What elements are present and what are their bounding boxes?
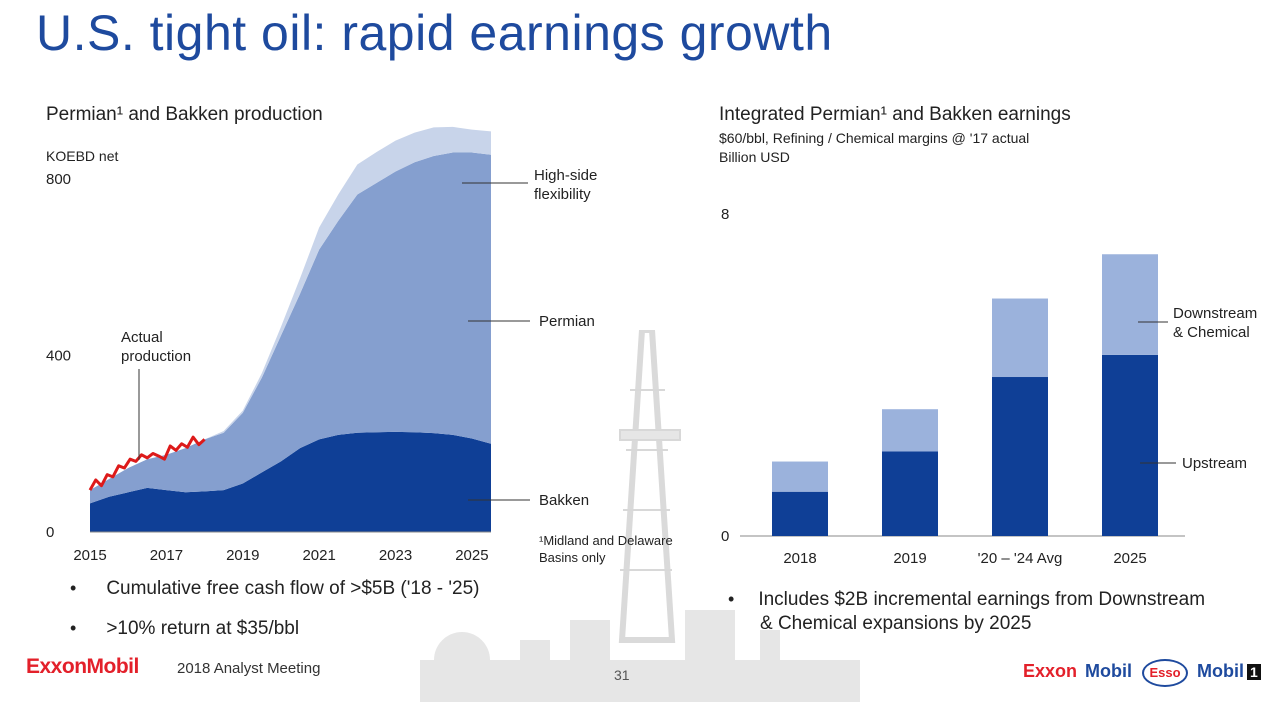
annotation-permian: Permian [539, 313, 595, 330]
area-series-permian [90, 152, 491, 504]
bar-category-label-2: '20 – '24 Avg [978, 550, 1063, 567]
bar-category-label-0: 2018 [783, 550, 816, 567]
bar-upstream-1 [882, 451, 938, 536]
production-area-chart: 0 400 800 2015 2017 2019 2021 2023 2025 Actual pro… [46, 126, 597, 564]
annotation-high-side: High-side [534, 167, 597, 184]
y-tick-label-400: 400 [46, 348, 71, 365]
bar-y-tick-label-8: 8 [721, 206, 729, 223]
esso-logo: Esso [1142, 659, 1188, 687]
left-bullet-2: • >10% return at $35/bbl [70, 618, 300, 639]
bar-downstream-chemical-0 [772, 461, 828, 492]
actual-production-line [88, 435, 206, 491]
y-tick-label-0: 0 [46, 524, 54, 541]
x-tick-label-2017: 2017 [150, 547, 183, 564]
footnote-line-2: Basins only [539, 550, 606, 565]
right-chart-title: Integrated Permian¹ and Bakken earnings [719, 104, 1071, 125]
mobil1-logo: Mobil 1 [1197, 661, 1261, 682]
bar-y-tick-label-0: 0 [721, 528, 729, 545]
footnote-line-1: ¹Midland and Delaware [539, 533, 673, 548]
left-chart-ylabel: KOEBD net [46, 148, 119, 164]
exxon-logo: Exxon [1023, 661, 1078, 681]
right-bullet-list: • Includes $2B incremental earnings from … [728, 589, 1205, 635]
left-bullet-1: • Cumulative free cash flow of >$5B ('18 … [70, 578, 480, 599]
x-tick-label-2025: 2025 [455, 547, 488, 564]
y-tick-label-800: 800 [46, 171, 71, 188]
right-bullet-1: • Includes $2B incremental earnings from … [728, 589, 1206, 610]
annotation-downstream: Downstream [1173, 305, 1257, 322]
area-series-high-side-flexibility [90, 126, 491, 491]
bar-upstream-3 [1102, 354, 1158, 536]
mobil1-logo-text: Mobil [1197, 661, 1244, 681]
annotation-bakken: Bakken [539, 492, 589, 509]
right-chart-subtitle: $60/bbl, Refining / Chemical margins @ '… [719, 130, 1030, 146]
x-tick-label-2023: 2023 [379, 547, 412, 564]
annotation-flexibility: flexibility [534, 186, 591, 203]
x-tick-label-2019: 2019 [226, 547, 259, 564]
bar-upstream-0 [772, 491, 828, 536]
area-series-bakken [90, 431, 491, 532]
left-bullet-2-text: >10% return at $35/bbl [106, 618, 300, 639]
left-bullet-1-text: Cumulative free cash flow of >$5B ('18 -… [106, 578, 480, 599]
x-tick-label-2021: 2021 [302, 547, 335, 564]
mobil1-logo-badge: 1 [1247, 664, 1261, 680]
right-chart-ylabel: Billion USD [719, 149, 790, 165]
bar-category-label-3: 2025 [1113, 550, 1146, 567]
left-chart-title: Permian¹ and Bakken production [46, 104, 323, 126]
mobil-logo: Mobil [1085, 661, 1132, 681]
bar-downstream-chemical-1 [882, 409, 938, 452]
earnings-bar-chart: 0 8 2018 2019 '20 – '24 Avg 2025 Downstream & C… [721, 206, 1257, 567]
annotation-production: production [121, 348, 191, 365]
left-bullet-list: • Cumulative free cash flow of >$5B ('18 … [70, 578, 480, 640]
page-number: 31 [614, 667, 630, 683]
annotation-upstream: Upstream [1182, 455, 1247, 472]
bar-downstream-chemical-2 [992, 298, 1048, 378]
footnote: ¹Midland and Delaware Basins only [539, 532, 673, 566]
annotation-and-chemical: & Chemical [1173, 324, 1250, 341]
footer-event: 2018 Analyst Meeting [177, 660, 321, 677]
right-bullet-1-text: Includes $2B incremental earnings from D… [758, 589, 1206, 610]
annotation-actual: Actual [121, 329, 163, 346]
right-bullet-1-cont: & Chemical expansions by 2025 [760, 613, 1032, 634]
page-title: U.S. tight oil: rapid earnings growth [36, 5, 833, 61]
bar-upstream-2 [992, 377, 1048, 536]
exxonmobil-logo: ExxonMobil [26, 655, 139, 678]
bar-category-label-1: 2019 [893, 550, 926, 567]
oil-rig-watermark [420, 330, 860, 702]
x-tick-label-2015: 2015 [73, 547, 106, 564]
left-chart-title-text: Permian¹ and Bakken production [46, 104, 323, 125]
bar-downstream-chemical-3 [1102, 254, 1158, 355]
